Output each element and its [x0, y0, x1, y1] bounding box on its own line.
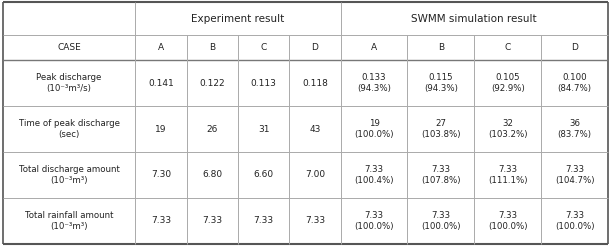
- Text: 7.33: 7.33: [305, 216, 325, 225]
- Text: D: D: [571, 43, 578, 52]
- Text: 0.122: 0.122: [200, 79, 225, 88]
- Text: 7.33
(107.8%): 7.33 (107.8%): [421, 165, 461, 185]
- Text: 19
(100.0%): 19 (100.0%): [354, 119, 394, 139]
- Text: Total discharge amount
(10⁻³m³): Total discharge amount (10⁻³m³): [19, 165, 120, 185]
- Text: 7.33: 7.33: [202, 216, 222, 225]
- Text: C: C: [260, 43, 267, 52]
- Text: 7.33
(111.1%): 7.33 (111.1%): [488, 165, 527, 185]
- Text: 7.33
(100.0%): 7.33 (100.0%): [421, 211, 461, 231]
- Text: D: D: [312, 43, 318, 52]
- Text: A: A: [371, 43, 377, 52]
- Text: Experiment result: Experiment result: [191, 14, 285, 24]
- Text: CASE: CASE: [57, 43, 81, 52]
- Text: 0.113: 0.113: [251, 79, 277, 88]
- Text: SWMM simulation result: SWMM simulation result: [411, 14, 537, 24]
- Text: 31: 31: [258, 124, 269, 134]
- Text: 7.33
(100.0%): 7.33 (100.0%): [354, 211, 394, 231]
- Text: 0.141: 0.141: [148, 79, 174, 88]
- Text: 0.118: 0.118: [302, 79, 328, 88]
- Text: 26: 26: [207, 124, 218, 134]
- Text: 32
(103.2%): 32 (103.2%): [488, 119, 527, 139]
- Text: 0.133
(94.3%): 0.133 (94.3%): [357, 73, 391, 93]
- Text: 7.30: 7.30: [151, 170, 171, 179]
- Text: 36
(83.7%): 36 (83.7%): [557, 119, 591, 139]
- Text: 7.33
(104.7%): 7.33 (104.7%): [555, 165, 595, 185]
- Text: 7.33
(100.0%): 7.33 (100.0%): [555, 211, 595, 231]
- Text: 0.115
(94.3%): 0.115 (94.3%): [424, 73, 458, 93]
- Text: 7.33
(100.4%): 7.33 (100.4%): [354, 165, 394, 185]
- Text: 27
(103.8%): 27 (103.8%): [421, 119, 461, 139]
- Text: 7.00: 7.00: [305, 170, 325, 179]
- Text: C: C: [505, 43, 511, 52]
- Text: 6.80: 6.80: [202, 170, 222, 179]
- Text: Total rainfall amount
(10⁻³m³): Total rainfall amount (10⁻³m³): [25, 211, 114, 231]
- Text: 43: 43: [309, 124, 321, 134]
- Text: B: B: [209, 43, 215, 52]
- Text: 0.100
(84.7%): 0.100 (84.7%): [557, 73, 591, 93]
- Text: 19: 19: [155, 124, 167, 134]
- Text: 7.33: 7.33: [151, 216, 171, 225]
- Text: A: A: [158, 43, 164, 52]
- Text: 6.60: 6.60: [254, 170, 274, 179]
- Text: 7.33: 7.33: [254, 216, 274, 225]
- Text: 7.33
(100.0%): 7.33 (100.0%): [488, 211, 527, 231]
- Text: B: B: [438, 43, 444, 52]
- Text: Peak discharge
(10⁻³m³/s): Peak discharge (10⁻³m³/s): [37, 73, 102, 93]
- Text: 0.105
(92.9%): 0.105 (92.9%): [491, 73, 525, 93]
- Text: Time of peak discharge
(sec): Time of peak discharge (sec): [19, 119, 120, 139]
